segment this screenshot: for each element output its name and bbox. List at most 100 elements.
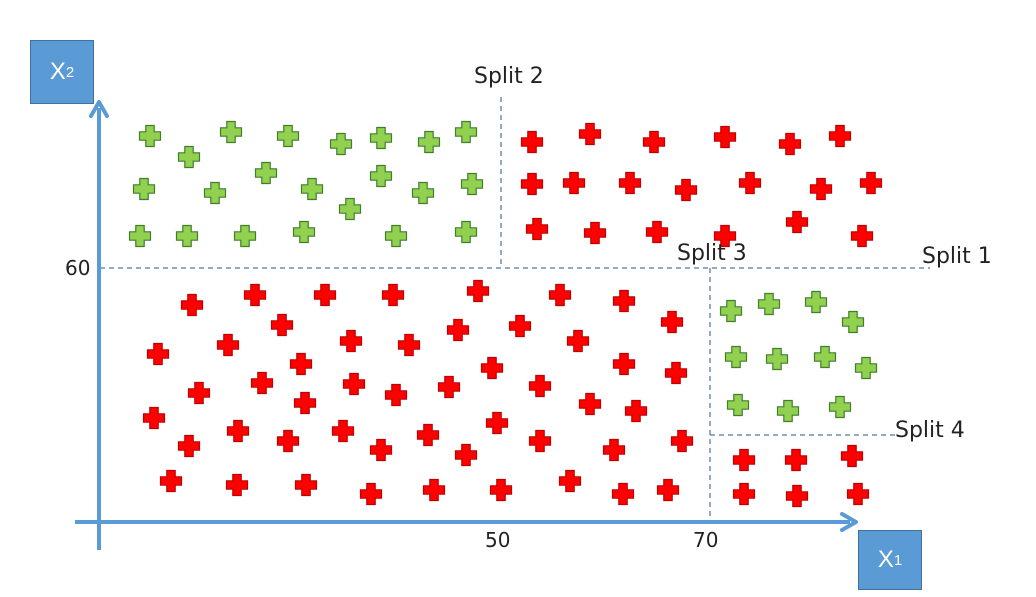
red-plus-marker — [520, 172, 544, 196]
red-plus-marker — [578, 122, 602, 146]
green-plus-marker — [417, 130, 441, 154]
red-plus-marker — [216, 333, 240, 357]
red-plus-marker — [422, 478, 446, 502]
red-plus-marker — [674, 178, 698, 202]
green-plus-marker — [757, 292, 781, 316]
red-plus-marker — [339, 329, 363, 353]
green-plus-marker — [254, 161, 278, 185]
red-plus-marker — [437, 375, 461, 399]
red-plus-marker — [656, 478, 680, 502]
green-plus-marker — [724, 345, 748, 369]
axes — [75, 100, 858, 550]
red-plus-marker — [859, 171, 883, 195]
green-plus-marker — [338, 197, 362, 221]
red-plus-marker — [578, 392, 602, 416]
red-plus-marker — [466, 279, 490, 303]
split-4-label: Split 4 — [895, 418, 965, 443]
green-plus-marker — [726, 393, 750, 417]
split-2-label: Split 2 — [474, 64, 544, 89]
green-plus-marker — [828, 395, 852, 419]
red-plus-marker — [342, 372, 366, 396]
green-plus-marker — [292, 220, 316, 244]
x-axis-arrowhead — [840, 512, 858, 532]
red-plus-marker — [624, 399, 648, 423]
x-tick-50: 50 — [485, 528, 511, 552]
red-plus-marker — [369, 438, 393, 462]
red-plus-marker — [562, 171, 586, 195]
y-axis-arrowhead — [89, 100, 109, 118]
red-plus-marker — [454, 443, 478, 467]
red-plus-marker — [397, 333, 421, 357]
green-plus-marker — [776, 399, 800, 423]
green-plus-marker — [203, 181, 227, 205]
red-plus-marker — [159, 469, 183, 493]
green-plus-marker — [219, 120, 243, 144]
red-plus-marker — [416, 423, 440, 447]
red-plus-marker — [840, 444, 864, 468]
red-plus-marker — [583, 221, 607, 245]
green-plus-marker — [132, 177, 156, 201]
red-plus-marker — [508, 314, 532, 338]
red-plus-marker — [180, 293, 204, 317]
green-plus-marker — [411, 181, 435, 205]
split-3-label: Split 3 — [677, 241, 747, 266]
red-plus-marker — [713, 224, 737, 248]
red-plus-marker — [381, 283, 405, 307]
red-plus-marker — [566, 329, 590, 353]
green-plus-marker — [719, 299, 743, 323]
red-plus-marker — [602, 438, 626, 462]
green-plus-marker — [454, 220, 478, 244]
red-plus-marker — [618, 171, 642, 195]
red-plus-marker — [850, 224, 874, 248]
green-plus-marker — [128, 224, 152, 248]
red-plus-marker — [664, 361, 688, 385]
red-plus-marker — [187, 381, 211, 405]
red-plus-marker — [612, 352, 636, 376]
green-plus-marker — [369, 164, 393, 188]
red-plus-marker — [713, 125, 737, 149]
red-plus-marker — [528, 429, 552, 453]
red-plus-marker — [359, 482, 383, 506]
red-plus-marker — [313, 283, 337, 307]
red-plus-marker — [489, 478, 513, 502]
green-plus-marker — [138, 124, 162, 148]
red-plus-marker — [558, 469, 582, 493]
split-1-label: Split 1 — [922, 244, 992, 269]
red-plus-marker — [670, 429, 694, 453]
green-plus-marker — [300, 177, 324, 201]
red-plus-marker — [446, 318, 470, 342]
red-plus-marker — [525, 217, 549, 241]
red-plus-marker — [732, 448, 756, 472]
red-plus-marker — [294, 473, 318, 497]
green-plus-marker — [329, 132, 353, 156]
red-plus-marker — [778, 132, 802, 156]
red-plus-marker — [528, 374, 552, 398]
red-plus-marker — [732, 482, 756, 506]
red-plus-marker — [645, 220, 669, 244]
y-axis-label-main: X — [49, 58, 66, 85]
red-plus-marker — [785, 484, 809, 508]
red-plus-marker — [548, 283, 572, 307]
red-plus-marker — [226, 419, 250, 443]
red-plus-marker — [250, 371, 274, 395]
red-plus-marker — [270, 313, 294, 337]
red-plus-marker — [480, 356, 504, 380]
red-plus-marker — [225, 473, 249, 497]
red-plus-marker — [785, 210, 809, 234]
red-plus-marker — [738, 171, 762, 195]
green-plus-marker — [177, 145, 201, 169]
green-plus-marker — [460, 172, 484, 196]
red-plus-marker — [611, 482, 635, 506]
green-plus-marker — [175, 224, 199, 248]
red-plus-marker — [384, 383, 408, 407]
y-tick-60: 60 — [65, 256, 91, 280]
data-points — [128, 120, 883, 508]
red-plus-marker — [612, 289, 636, 313]
red-plus-marker — [243, 283, 267, 307]
x-axis-label-sub: 1 — [893, 551, 903, 569]
y-axis-label-sub: 2 — [65, 63, 75, 81]
red-plus-marker — [331, 419, 355, 443]
red-plus-marker — [828, 124, 852, 148]
